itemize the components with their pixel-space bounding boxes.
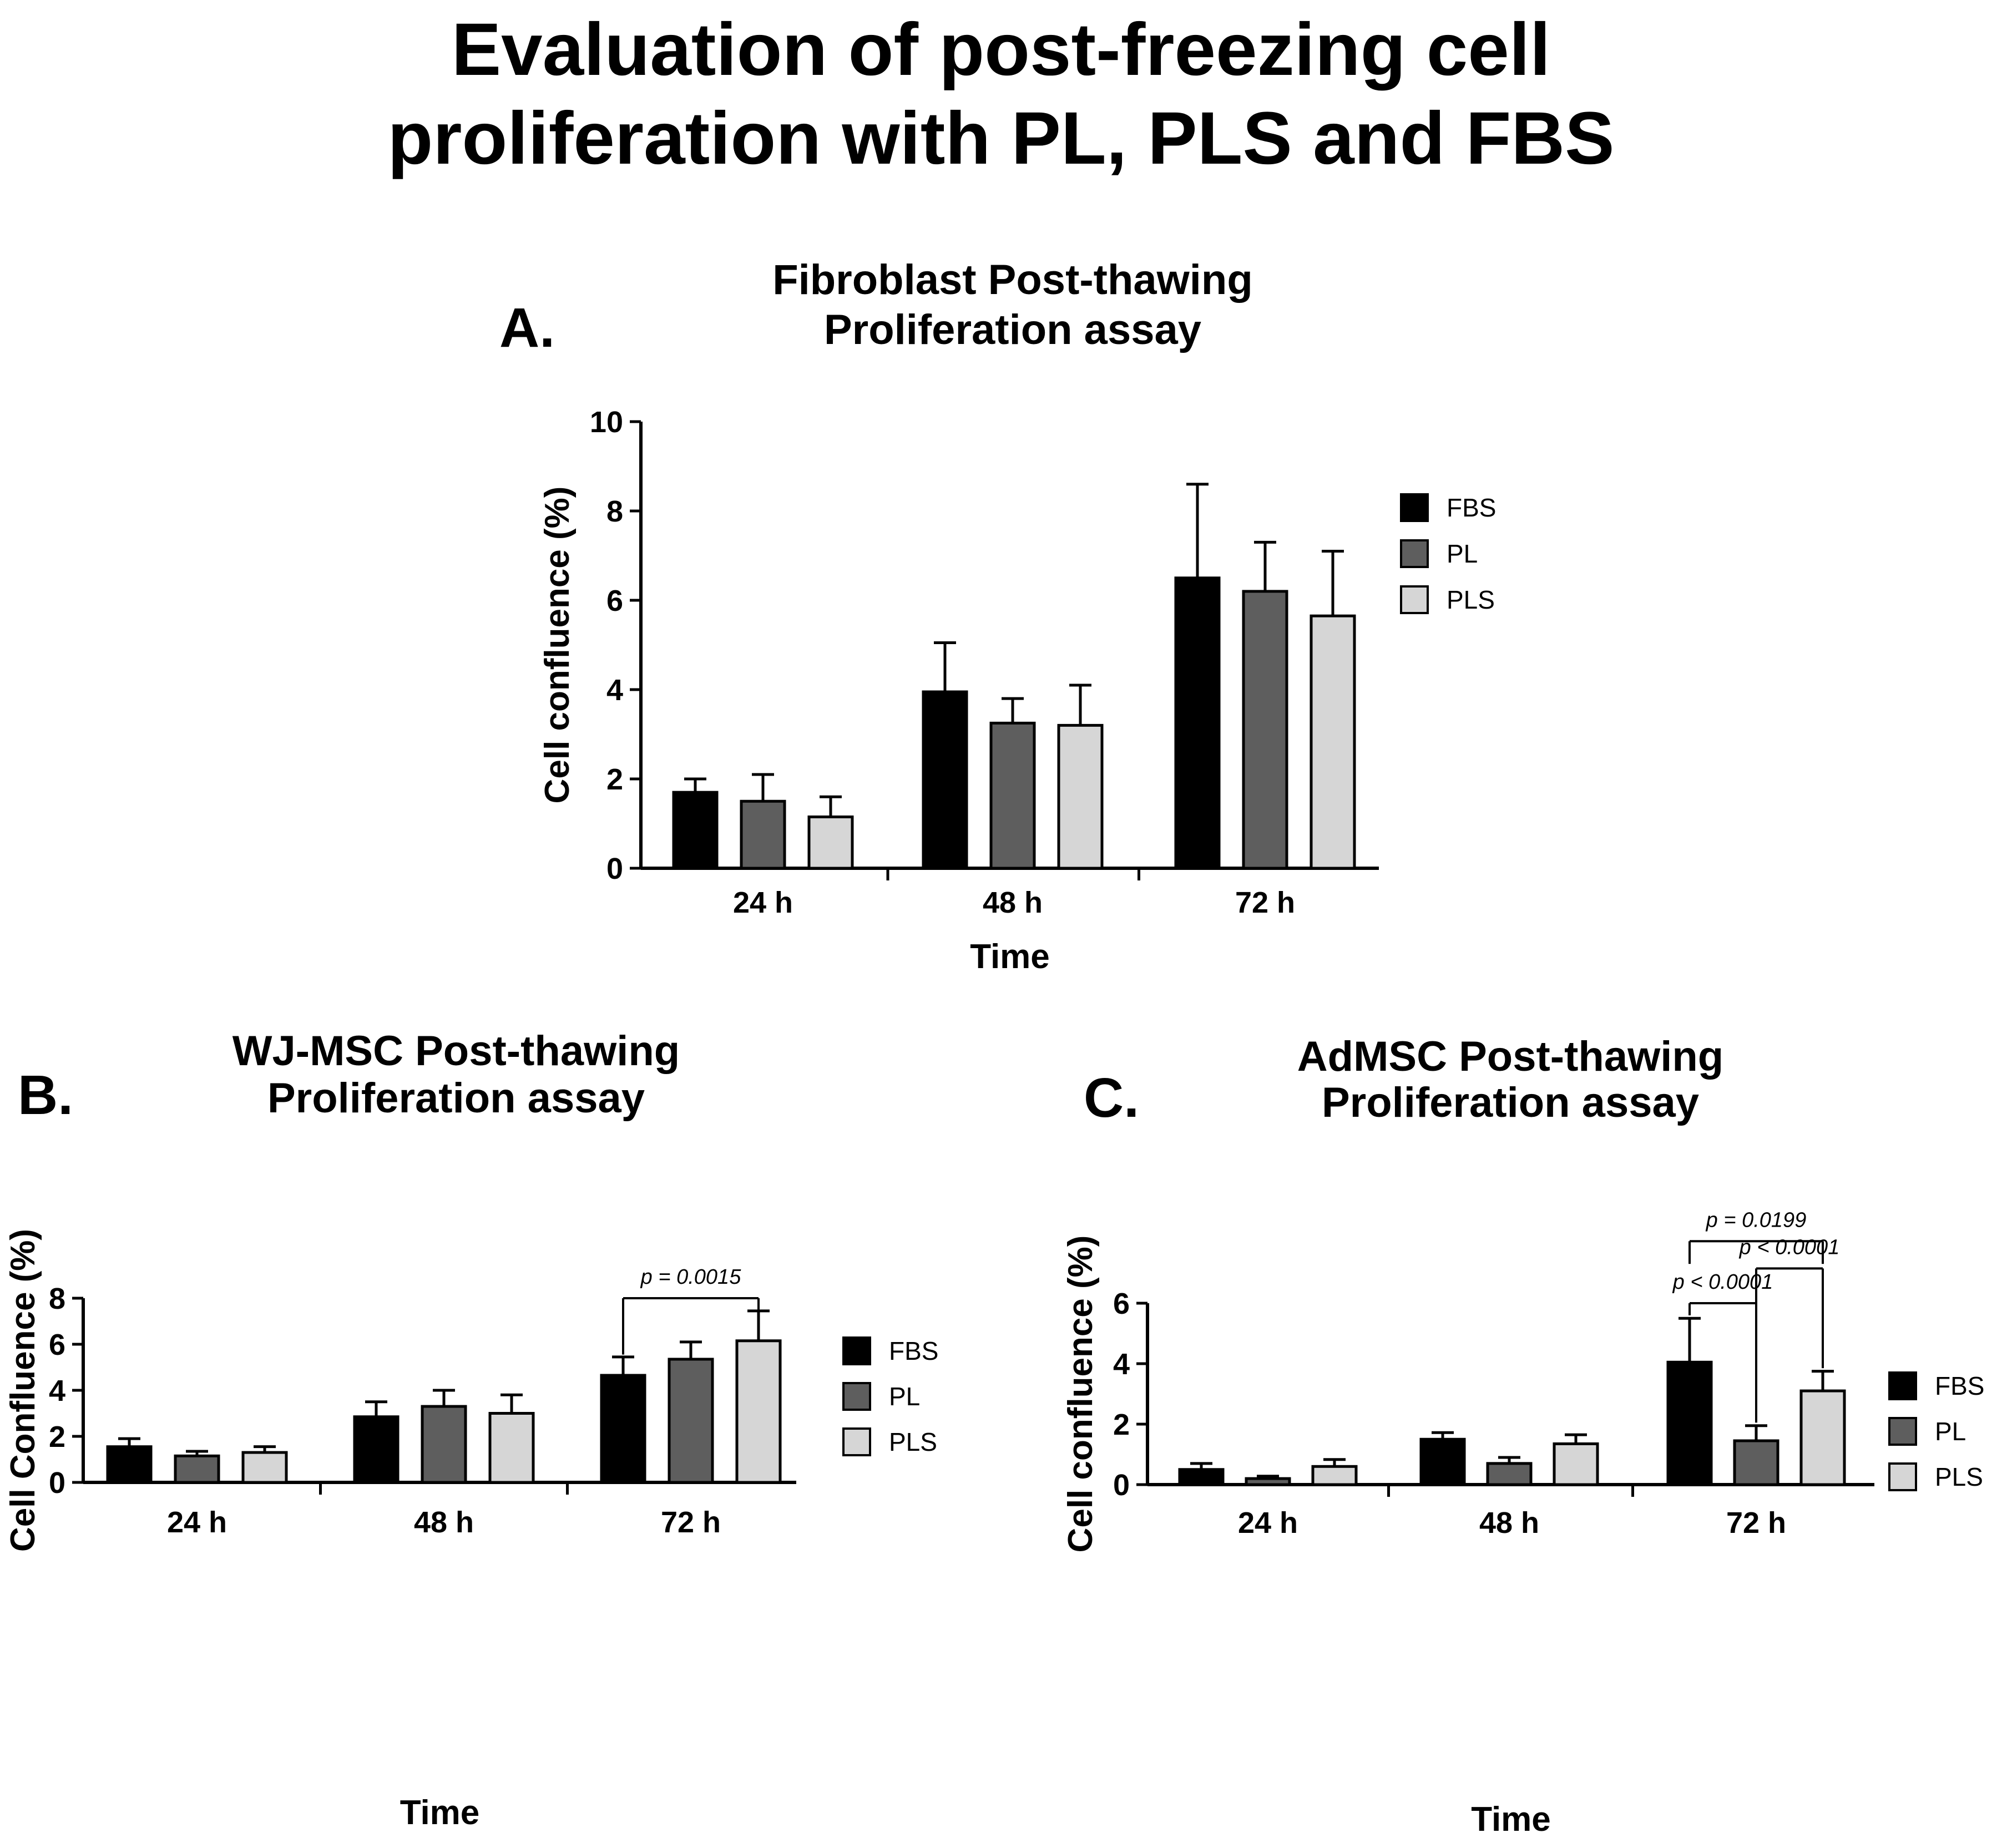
figure-title-line-2: proliferation with PL, PLS and FBS	[387, 97, 1614, 180]
legend-label-pl: PL	[1935, 1417, 1966, 1446]
y-axis-label: Cell confluence (%)	[538, 487, 577, 804]
y-axis-label: Cell confluence (%)	[1061, 1236, 1100, 1553]
legend-label-pls: PLS	[1935, 1462, 1983, 1491]
bar-pls-24h	[807, 815, 854, 870]
y-tick-label: 0	[606, 852, 623, 885]
bar-pl-48h	[989, 721, 1036, 870]
panel-title-line-2: Proliferation assay	[824, 306, 1201, 353]
panel-title-line-1: AdMSC Post-thawing	[1297, 1033, 1723, 1080]
bar-fbs-48h	[1419, 1437, 1466, 1486]
y-tick-label: 8	[606, 495, 623, 528]
p-value-label: p < 0.0001	[1739, 1236, 1840, 1259]
bar-fbs-24h	[106, 1445, 153, 1484]
y-tick-label: 2	[606, 763, 623, 796]
bar-pls-48h	[1553, 1442, 1599, 1486]
y-axis-label: Cell Confluence (%)	[4, 1229, 42, 1552]
bar-pls-72h	[1310, 614, 1356, 870]
figure-title: Evaluation of post-freezing cell prolife…	[387, 8, 1614, 180]
y-tick-label: 6	[49, 1328, 65, 1361]
x-category-label: 48 h	[414, 1506, 474, 1539]
bar-pls-48h	[488, 1412, 535, 1484]
x-category-label: 72 h	[1235, 886, 1295, 919]
x-axis-label: Time	[400, 1794, 480, 1832]
panel-letter: C.	[1084, 1067, 1139, 1129]
legend-label-pls: PLS	[889, 1427, 937, 1456]
y-tick-label: 4	[49, 1374, 65, 1407]
x-category-label: 24 h	[1238, 1506, 1298, 1540]
y-tick-label: 2	[1113, 1408, 1130, 1441]
bar-fbs-24h	[672, 791, 719, 870]
bar-pl-24h	[174, 1454, 220, 1484]
panel-title-line-1: Fibroblast Post-thawing	[772, 256, 1253, 303]
bar-fbs-72h	[1666, 1360, 1713, 1486]
panel-title-line-1: WJ-MSC Post-thawing	[232, 1027, 680, 1075]
figure-title-line-1: Evaluation of post-freezing cell	[452, 8, 1551, 91]
y-tick-label: 6	[606, 584, 623, 617]
x-axis-label: Time	[970, 938, 1050, 976]
bar-fbs-72h	[600, 1374, 646, 1484]
legend-label-fbs: FBS	[1447, 493, 1496, 522]
legend-swatch-pls	[1400, 585, 1429, 614]
legend-swatch-pl	[1400, 539, 1429, 568]
legend-swatch-pl	[1888, 1417, 1917, 1446]
legend-label-fbs: FBS	[889, 1336, 938, 1365]
bar-fbs-48h	[353, 1415, 400, 1484]
bar-pls-24h	[1311, 1465, 1358, 1486]
x-category-label: 48 h	[983, 886, 1043, 919]
bar-pl-72h	[1733, 1439, 1779, 1486]
y-tick-label: 4	[606, 674, 623, 707]
x-category-label: 48 h	[1479, 1506, 1539, 1540]
bar-pls-48h	[1057, 723, 1104, 870]
legend-label-fbs: FBS	[1935, 1371, 1984, 1400]
panel-title-line-2: Proliferation assay	[267, 1075, 645, 1122]
y-tick-label: 6	[1113, 1287, 1130, 1320]
bar-pl-24h	[1245, 1477, 1291, 1486]
legend-swatch-pls	[842, 1427, 871, 1456]
legend-swatch-fbs	[1400, 493, 1429, 522]
bar-pl-48h	[1486, 1462, 1533, 1486]
y-tick-label: 8	[49, 1282, 65, 1315]
x-category-label: 24 h	[167, 1506, 227, 1539]
bar-pl-24h	[740, 799, 786, 870]
legend-swatch-fbs	[842, 1336, 871, 1365]
bar-fbs-48h	[922, 690, 968, 870]
x-category-label: 24 h	[733, 886, 793, 919]
legend-swatch-pl	[842, 1382, 871, 1411]
panel-title-line-2: Proliferation assay	[1322, 1079, 1699, 1126]
y-tick-label: 10	[590, 406, 623, 439]
bar-pls-72h	[735, 1339, 782, 1484]
p-value-label: p < 0.0001	[1672, 1270, 1773, 1294]
legend-label-pls: PLS	[1447, 585, 1495, 614]
bar-pls-72h	[1799, 1389, 1846, 1486]
bar-fbs-24h	[1178, 1468, 1225, 1486]
panel-letter: A.	[499, 297, 555, 359]
bar-pl-48h	[421, 1405, 467, 1484]
y-tick-label: 4	[1113, 1348, 1130, 1381]
legend-swatch-fbs	[1888, 1371, 1917, 1400]
panel-letter: B.	[18, 1064, 73, 1126]
y-tick-label: 0	[49, 1466, 65, 1500]
legend-label-pl: PL	[1447, 539, 1478, 568]
bar-pl-72h	[1242, 590, 1288, 870]
x-category-label: 72 h	[661, 1506, 721, 1539]
y-tick-label: 2	[49, 1420, 65, 1454]
legend-swatch-pls	[1888, 1462, 1917, 1491]
y-tick-label: 0	[1113, 1469, 1130, 1502]
p-value-label: p = 0.0199	[1706, 1208, 1807, 1232]
x-axis-label: Time	[1471, 1800, 1551, 1839]
x-category-label: 72 h	[1726, 1506, 1786, 1540]
legend-label-pl: PL	[889, 1382, 920, 1411]
bar-pls-24h	[241, 1451, 288, 1484]
p-value-label: p = 0.0015	[640, 1265, 742, 1289]
bar-pl-72h	[668, 1358, 714, 1484]
bar-fbs-72h	[1174, 576, 1221, 870]
